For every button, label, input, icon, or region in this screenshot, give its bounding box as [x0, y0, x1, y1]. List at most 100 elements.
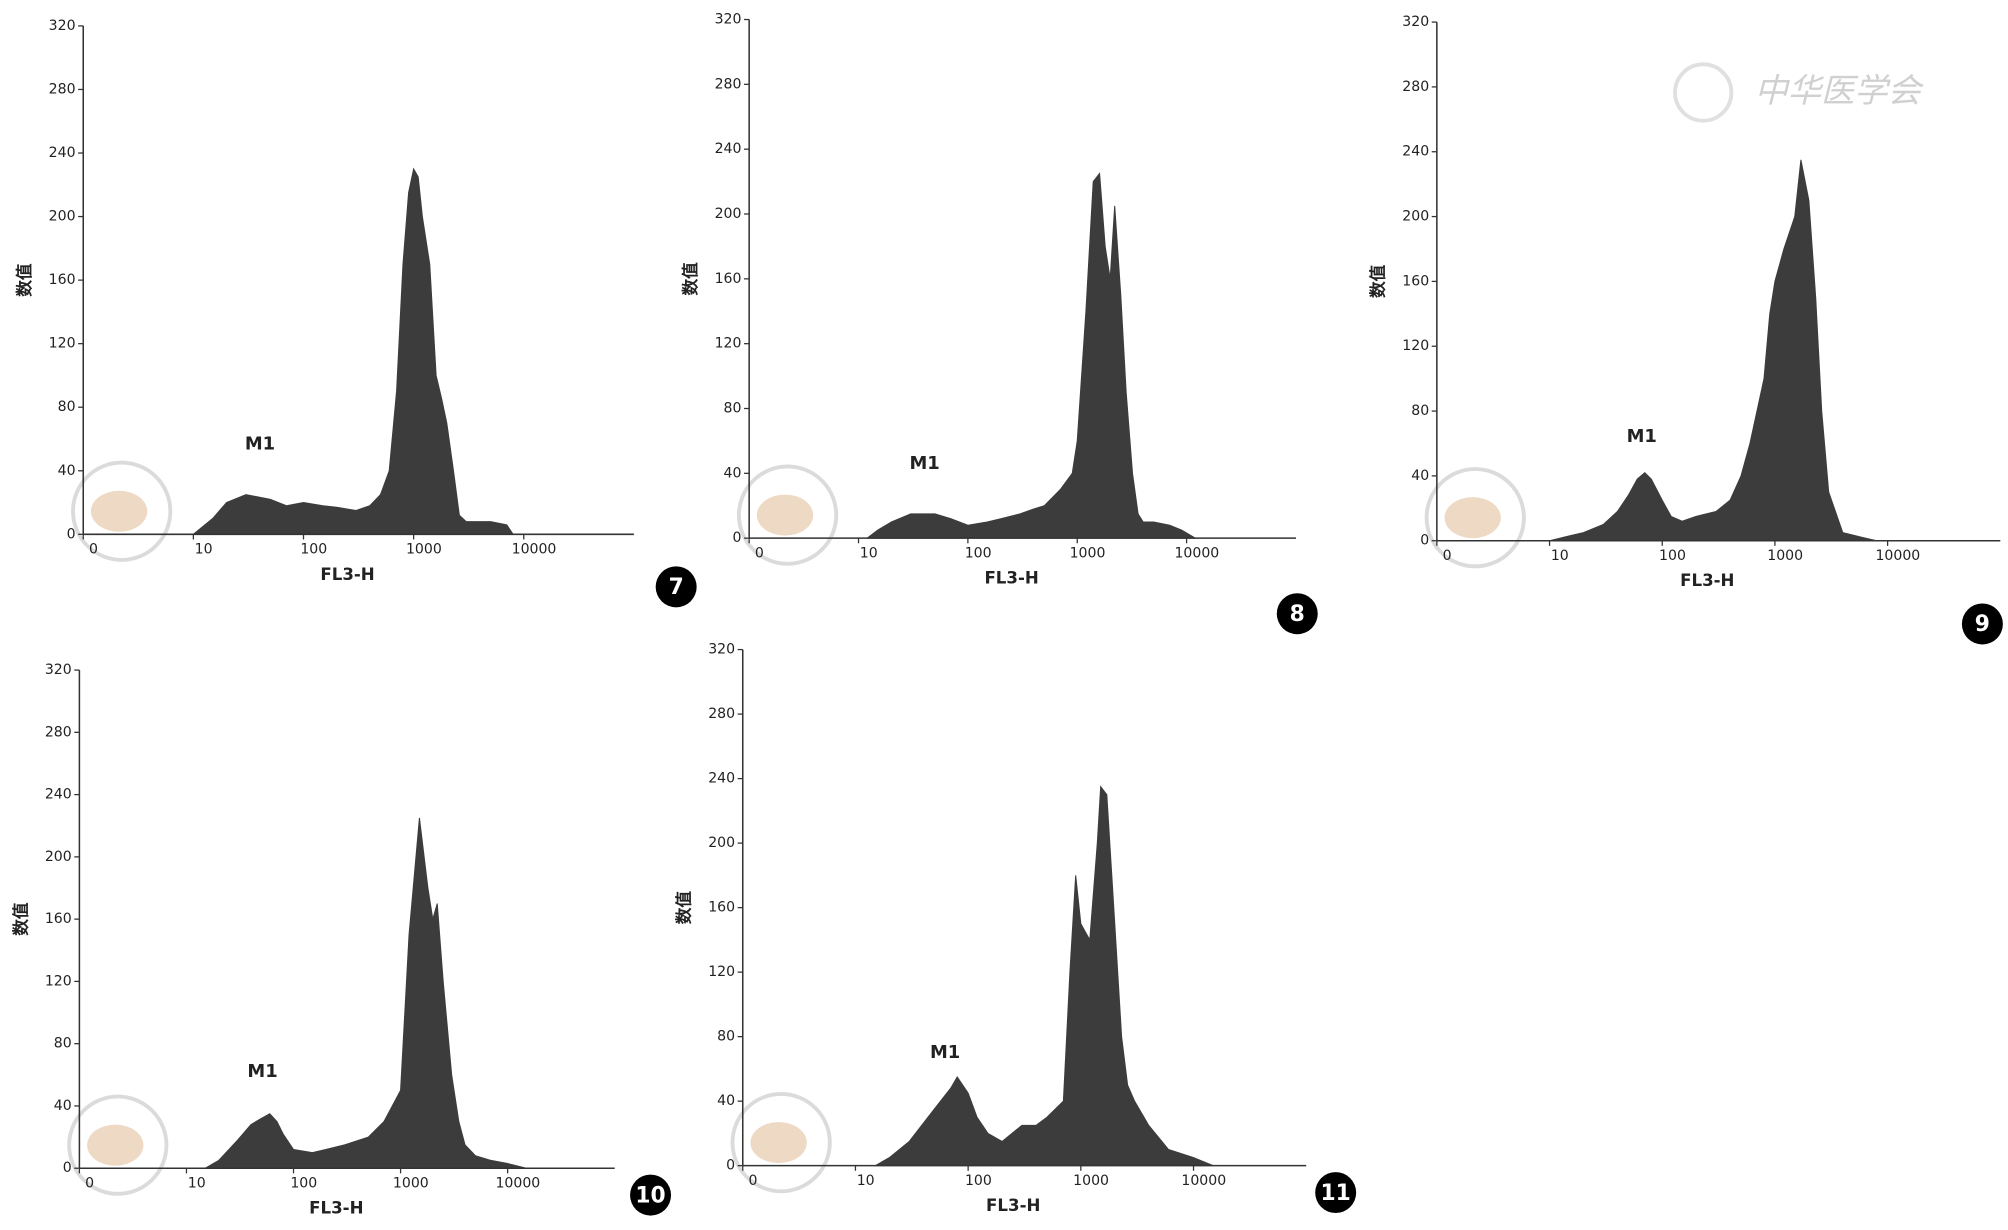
y-tick-label: 280: [45, 724, 72, 740]
y-tick-label: 80: [724, 401, 742, 417]
x-tick-label: 10000: [1181, 1173, 1226, 1189]
watermark-text: 中华医学会: [1754, 71, 1924, 110]
seal-map: [756, 494, 814, 536]
x-tick-label: 0: [85, 1176, 94, 1192]
y-tick-label: 160: [1402, 273, 1429, 289]
x-axis-label: FL3-H: [309, 1199, 363, 1218]
x-tick-label: 10: [857, 1173, 875, 1189]
histogram-area: [1549, 159, 1877, 542]
x-tick-label: 10: [188, 1176, 206, 1192]
histogram-area: [191, 167, 515, 535]
y-tick-label: 240: [49, 145, 76, 161]
y-axis-label: 数值: [14, 263, 34, 297]
y-tick-label: 160: [45, 911, 72, 927]
x-tick-label: 10000: [1875, 548, 1920, 564]
y-tick-label: 0: [67, 526, 76, 542]
annotation: M1: [245, 434, 275, 455]
x-tick-label: 100: [300, 542, 327, 558]
annotation: M1: [930, 1042, 960, 1063]
seal: [71, 460, 173, 562]
x-tick-label: 1000: [406, 542, 442, 558]
y-tick-label: 200: [49, 209, 76, 225]
x-axis-label: FL3-H: [320, 565, 374, 584]
x-tick-label: 1000: [1070, 546, 1106, 562]
seal: [730, 1092, 832, 1194]
y-tick-label: 40: [54, 1098, 72, 1114]
y-tick-label: 240: [45, 787, 72, 803]
panel-label: 9: [1975, 612, 1990, 637]
seal: [67, 1094, 169, 1196]
x-tick-label: 10: [1551, 548, 1569, 564]
y-tick-label: 80: [58, 399, 76, 415]
x-tick-label: 0: [1443, 548, 1452, 564]
y-tick-label: 80: [717, 1029, 735, 1045]
y-tick-label: 280: [708, 706, 735, 722]
y-tick-label: 40: [58, 463, 76, 479]
panel-badge: [1961, 603, 2003, 645]
histogram-area: [873, 785, 1214, 1167]
annotation: M1: [247, 1061, 277, 1082]
x-axis-label: FL3-H: [984, 569, 1038, 588]
x-tick-label: 0: [755, 546, 764, 562]
y-tick-label: 120: [1402, 338, 1429, 354]
seal-map: [750, 1122, 807, 1164]
panel-label: 8: [1290, 602, 1305, 627]
y-tick-label: 120: [45, 973, 72, 989]
y-tick-label: 240: [708, 771, 735, 787]
y-tick-label: 320: [715, 12, 742, 28]
y-tick-label: 200: [708, 835, 735, 851]
panel-label: 10: [635, 1183, 665, 1208]
annotation: M1: [909, 453, 939, 474]
y-tick-label: 200: [715, 206, 742, 222]
y-tick-label: 320: [1402, 14, 1429, 30]
y-tick-label: 80: [1411, 403, 1429, 419]
x-tick-label: 0: [89, 542, 98, 558]
x-tick-label: 10: [195, 542, 213, 558]
panel-label: 11: [1321, 1181, 1351, 1206]
y-tick-label: 320: [708, 642, 735, 658]
y-tick-label: 280: [715, 76, 742, 92]
annotation: M1: [1627, 426, 1657, 447]
y-tick-label: 320: [45, 662, 72, 678]
y-tick-label: 120: [708, 964, 735, 980]
seal: [736, 464, 839, 566]
histogram-area: [865, 172, 1198, 539]
y-axis-label: 数值: [680, 262, 700, 296]
panel-badge: [1276, 593, 1318, 635]
y-tick-label: 40: [717, 1093, 735, 1109]
x-axis-label: FL3-H: [1680, 571, 1734, 590]
panel-label: 7: [669, 575, 684, 600]
histogram-panel: 0 40 80 120 160 200 240 280 320 0 10 100 1000 10000 FL…: [10, 662, 672, 1218]
y-tick-label: 0: [726, 1158, 735, 1174]
y-tick-label: 120: [715, 336, 742, 352]
histogram-area: [203, 817, 527, 1169]
x-tick-label: 100: [1659, 548, 1686, 564]
x-tick-label: 100: [290, 1176, 317, 1192]
x-tick-label: 1000: [1073, 1173, 1109, 1189]
y-tick-label: 40: [724, 465, 742, 481]
histogram-panel: 0 40 80 120 160 200 240 280 320 0 10 100 1000 10000 FL…: [674, 642, 1357, 1215]
y-tick-label: 240: [715, 141, 742, 157]
y-tick-label: 40: [1411, 468, 1429, 484]
y-tick-label: 120: [49, 336, 76, 352]
y-axis-label: 数值: [1368, 264, 1388, 298]
seal-map: [1444, 497, 1501, 539]
histogram-panel: 0 40 80 120 160 200 240 280 320 0 10 100 1000 10000 FL…: [1368, 14, 2003, 645]
y-tick-label: 80: [54, 1036, 72, 1052]
x-tick-label: 10000: [512, 542, 557, 558]
y-tick-label: 160: [715, 271, 742, 287]
y-tick-label: 0: [733, 530, 742, 546]
panel-badge: [1315, 1172, 1357, 1214]
y-tick-label: 200: [45, 849, 72, 865]
x-tick-label: 0: [749, 1173, 758, 1189]
histogram-panel: 0 40 80 120 160 200 240 280 320 0 10 100 1000 10000 FL…: [14, 18, 697, 608]
y-tick-label: 0: [1420, 533, 1429, 549]
y-axis-label: 数值: [674, 891, 694, 925]
x-tick-label: 1000: [1767, 548, 1803, 564]
y-tick-label: 160: [49, 272, 76, 288]
x-tick-label: 10000: [495, 1176, 540, 1192]
x-axis-label: FL3-H: [986, 1196, 1040, 1215]
